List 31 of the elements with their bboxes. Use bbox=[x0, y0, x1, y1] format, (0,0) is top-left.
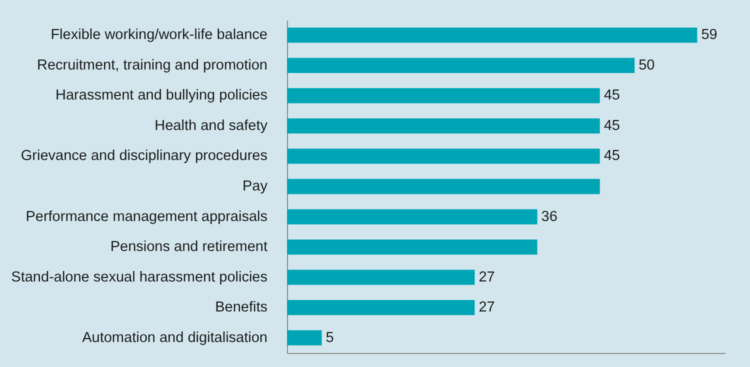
bar bbox=[287, 58, 635, 73]
data-label: 5 bbox=[326, 330, 334, 346]
bar bbox=[287, 270, 475, 285]
y-tick-label: Health and safety bbox=[154, 118, 268, 134]
bar bbox=[287, 118, 600, 134]
y-tick-label: Performance management appraisals bbox=[26, 208, 268, 225]
y-tick-label: Recruitment, training and promotion bbox=[36, 57, 268, 74]
bar bbox=[287, 300, 475, 316]
y-tick-label: Pay bbox=[242, 178, 268, 194]
bar bbox=[287, 178, 600, 194]
bar bbox=[287, 330, 322, 346]
data-label: 27 bbox=[478, 300, 495, 316]
bar bbox=[287, 28, 698, 43]
y-tick-label: Flexible working/work-life balance bbox=[50, 27, 268, 44]
data-label: 36 bbox=[541, 208, 558, 225]
bar bbox=[287, 209, 538, 224]
y-tick-label: Grievance and disciplinary procedures bbox=[20, 148, 268, 164]
data-label: 45 bbox=[604, 88, 620, 104]
y-tick-label: Automation and digitalisation bbox=[82, 330, 268, 346]
data-label: 27 bbox=[478, 269, 495, 286]
data-label: 45 bbox=[604, 118, 620, 134]
bar bbox=[287, 239, 538, 255]
y-tick-label: Stand-alone sexual harassment policies bbox=[11, 269, 268, 286]
y-tick-label: Pensions and retirement bbox=[110, 239, 268, 256]
y-tick-label: Benefits bbox=[215, 300, 268, 316]
bar bbox=[287, 88, 600, 104]
data-label: 50 bbox=[638, 57, 655, 74]
data-label: 59 bbox=[701, 27, 718, 44]
y-tick-label: Harassment and bullying policies bbox=[56, 88, 268, 104]
bar bbox=[287, 148, 600, 164]
data-label: 45 bbox=[604, 148, 620, 164]
